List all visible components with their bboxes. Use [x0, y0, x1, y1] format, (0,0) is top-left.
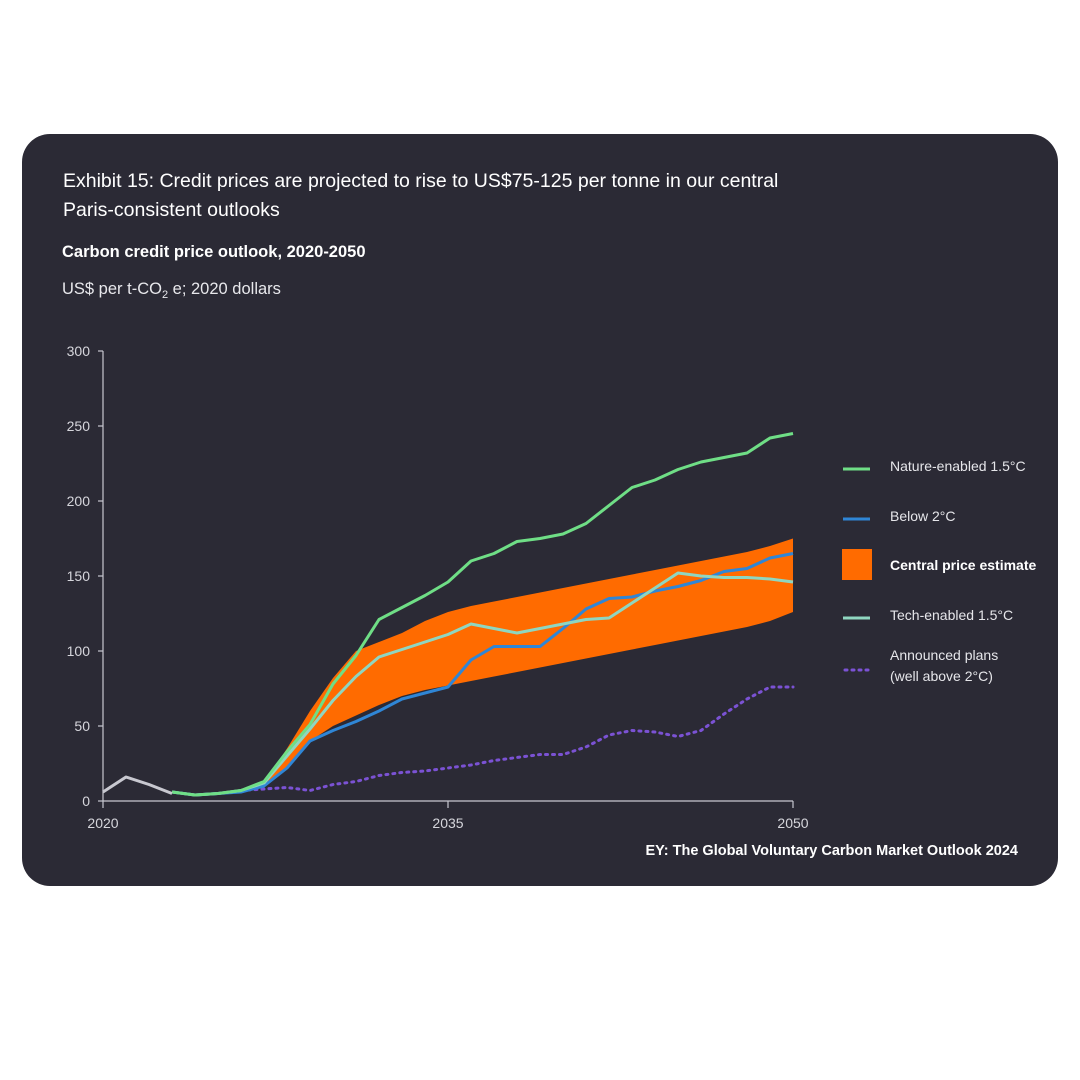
central-price-band: [264, 538, 793, 786]
series-tech-enabled: [171, 571, 794, 797]
chart-title: Carbon credit price outlook, 2020-2050: [62, 243, 366, 261]
units-prefix: US$ per t-CO: [62, 280, 162, 298]
legend-label-below2: Below 2°C: [890, 508, 956, 524]
series-announced-plans: [239, 685, 795, 792]
axis-layer: 0 50 100 150 200 250 300 2020 2035 2050: [67, 343, 809, 831]
exhibit-title-line1: Exhibit 15: Credit prices are projected …: [63, 170, 779, 192]
y-tick-label: 0: [82, 793, 90, 809]
x-tick-label: 2035: [432, 815, 463, 831]
chart-card: Exhibit 15: Credit prices are projected …: [22, 134, 1058, 886]
legend-label-announced: Announced plans: [890, 647, 998, 663]
source-credit: EY: The Global Voluntary Carbon Market O…: [645, 843, 1018, 859]
series-layer: [102, 432, 795, 797]
units-subscript: 2: [161, 289, 169, 301]
y-tick-label: 250: [67, 418, 91, 434]
y-tick-label: 150: [67, 568, 91, 584]
chart-units: US$ per t-CO2 e; 2020 dollars: [62, 280, 281, 301]
series-history: [102, 775, 173, 795]
exhibit-title-line2: Paris-consistent outlooks: [63, 199, 280, 221]
x-tick-label: 2050: [777, 815, 808, 831]
x-tick-label: 2020: [87, 815, 118, 831]
series-below-2c: [171, 552, 794, 797]
legend-label-central: Central price estimate: [890, 557, 1036, 573]
y-tick-label: 50: [74, 718, 90, 734]
legend-label-nature: Nature-enabled 1.5°C: [890, 458, 1026, 474]
exhibit-title: Exhibit 15: Credit prices are projected …: [63, 167, 923, 225]
units-suffix: e; 2020 dollars: [168, 280, 281, 298]
y-tick-label: 200: [67, 493, 91, 509]
legend-label-tech: Tech-enabled 1.5°C: [890, 607, 1013, 623]
y-tick-label: 100: [67, 643, 91, 659]
y-tick-label: 300: [67, 343, 91, 359]
series-nature-enabled: [171, 432, 794, 797]
legend-label-announced-line2: (well above 2°C): [890, 668, 993, 684]
legend-layer: Nature-enabled 1.5°C Below 2°C Central pri…: [842, 458, 1036, 684]
legend-swatch-central: [842, 549, 872, 580]
band-layer: [264, 538, 793, 786]
